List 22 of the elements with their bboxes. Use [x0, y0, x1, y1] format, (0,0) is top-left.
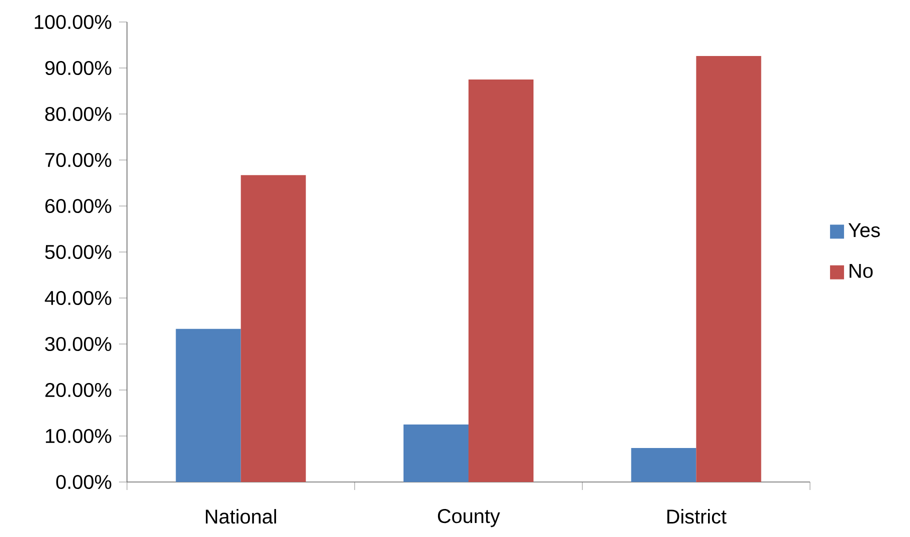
y-tick-label: 80.00%	[45, 106, 112, 122]
bar	[631, 448, 696, 482]
y-tick-label: 100.00%	[34, 14, 112, 30]
bar	[240, 175, 306, 482]
y-tick-label: 50.00%	[45, 244, 112, 260]
bar	[468, 79, 534, 482]
x-tick-label: District	[667, 509, 726, 524]
bar	[404, 424, 468, 482]
x-tick-label: County	[438, 509, 500, 528]
y-tick-label: 0.00%	[56, 474, 112, 490]
bar	[176, 328, 241, 482]
legend-label: No	[850, 264, 873, 278]
bar	[696, 56, 762, 482]
y-tick-label: 90.00%	[45, 60, 112, 76]
y-tick-label: 30.00%	[45, 336, 112, 352]
y-tick-label: 20.00%	[45, 382, 112, 398]
x-tick-label: National	[206, 509, 276, 524]
y-tick-label: 10.00%	[46, 428, 112, 444]
y-tick-label: 40.00%	[44, 290, 112, 306]
legend-label: Yes	[848, 223, 880, 238]
y-tick-label: 60.00%	[45, 198, 112, 214]
y-tick-label: 70.00%	[45, 152, 112, 168]
